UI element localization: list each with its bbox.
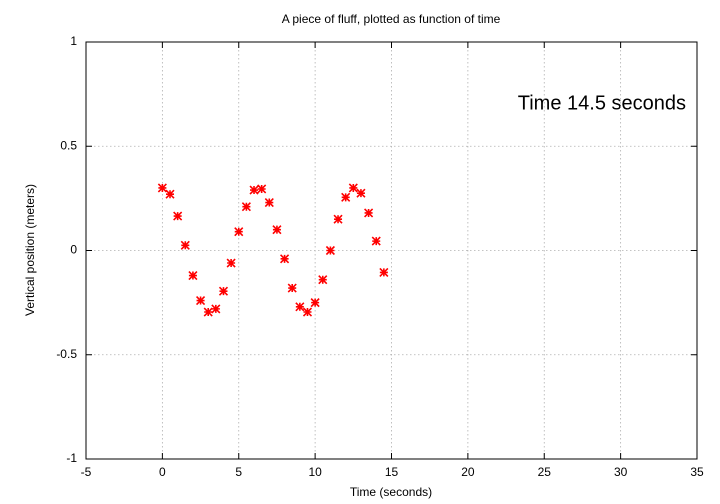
point bbox=[318, 275, 328, 285]
annotation: Time 14.5 seconds bbox=[518, 92, 686, 114]
y-tick-label: 0 bbox=[70, 243, 77, 257]
point bbox=[295, 302, 305, 312]
point bbox=[211, 304, 221, 314]
point bbox=[157, 183, 167, 193]
point bbox=[173, 211, 183, 221]
x-tick-label: 20 bbox=[461, 465, 475, 479]
point bbox=[280, 254, 290, 264]
point bbox=[379, 267, 389, 277]
x-tick-label: 0 bbox=[159, 465, 166, 479]
y-tick-label: 0.5 bbox=[60, 138, 77, 152]
point bbox=[325, 245, 335, 256]
point bbox=[249, 185, 259, 195]
x-tick-label: 10 bbox=[308, 465, 322, 479]
point bbox=[234, 227, 244, 237]
x-axis-label: Time (seconds) bbox=[350, 485, 432, 499]
x-tick-label: 35 bbox=[690, 465, 704, 479]
y-tick-label: -1 bbox=[66, 451, 77, 465]
chart-title: A piece of fluff, plotted as function of… bbox=[282, 12, 501, 26]
x-tick-label: 15 bbox=[385, 465, 399, 479]
point bbox=[241, 202, 251, 212]
point bbox=[287, 283, 297, 293]
point bbox=[341, 192, 351, 202]
point bbox=[310, 298, 320, 308]
point bbox=[302, 307, 313, 317]
point bbox=[364, 208, 374, 218]
x-tick-label: -5 bbox=[81, 465, 92, 479]
y-tick-label: -0.5 bbox=[56, 347, 77, 361]
point bbox=[333, 214, 343, 224]
plot-frame bbox=[85, 41, 698, 460]
y-axis-label: Vertical position (meters) bbox=[23, 184, 37, 316]
point bbox=[195, 295, 206, 306]
x-tick-label: 5 bbox=[235, 465, 242, 479]
x-tick-label: 30 bbox=[614, 465, 628, 479]
point bbox=[264, 197, 274, 208]
point bbox=[218, 286, 229, 296]
point bbox=[272, 225, 282, 235]
point bbox=[188, 270, 198, 281]
point bbox=[348, 183, 358, 193]
point bbox=[203, 307, 213, 317]
x-tick-label: 25 bbox=[538, 465, 552, 479]
point bbox=[356, 188, 366, 198]
y-tick-label: 1 bbox=[70, 34, 77, 48]
point bbox=[165, 189, 175, 199]
point bbox=[226, 258, 236, 268]
point bbox=[371, 236, 381, 246]
point bbox=[180, 240, 190, 250]
point bbox=[257, 184, 267, 194]
